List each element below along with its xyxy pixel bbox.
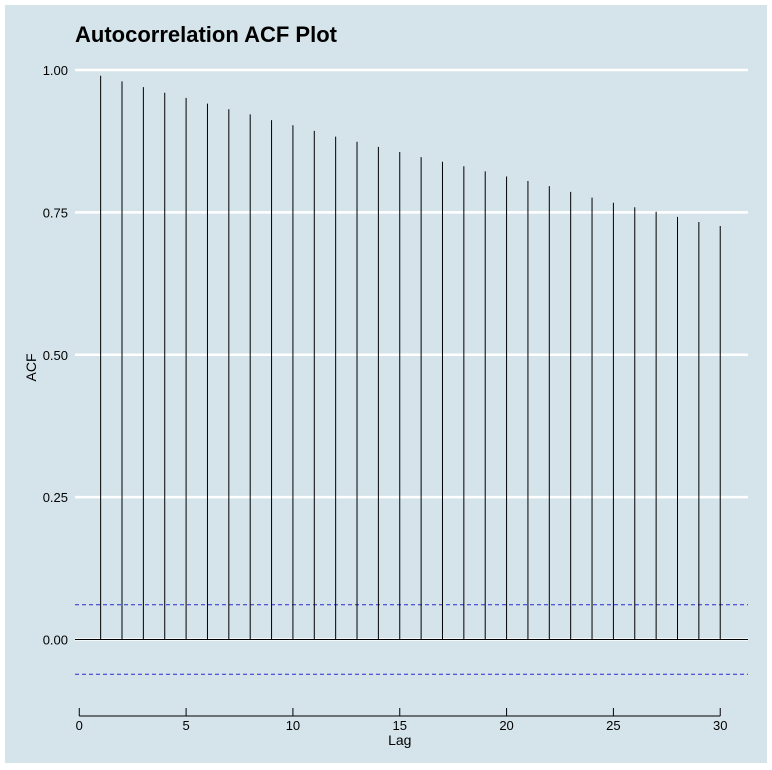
x-tick-label: 5 [182, 718, 189, 733]
chart-panel [5, 5, 767, 763]
y-tick-label: 0.50 [43, 348, 68, 363]
x-tick-label: 30 [713, 718, 727, 733]
x-tick-label: 25 [606, 718, 620, 733]
x-axis-title: Lag [388, 732, 411, 748]
x-tick-label: 20 [499, 718, 513, 733]
chart-title: Autocorrelation ACF Plot [75, 22, 337, 47]
y-tick-label: 0.00 [43, 633, 68, 648]
grid-lines [75, 68, 748, 641]
y-tick-label: 1.00 [43, 63, 68, 78]
x-tick-label: 0 [76, 718, 83, 733]
y-tick-label: 0.25 [43, 490, 68, 505]
acf-bars [100, 75, 721, 640]
axes: 0.00 0.25 0.50 0.75 1.00 0 5 10 15 20 25 30 [43, 63, 748, 733]
confidence-bounds [75, 604, 748, 675]
x-tick-label: 15 [393, 718, 407, 733]
y-tick-label: 0.75 [43, 205, 68, 220]
y-axis-title: ACF [23, 354, 39, 382]
x-tick-label: 10 [286, 718, 300, 733]
